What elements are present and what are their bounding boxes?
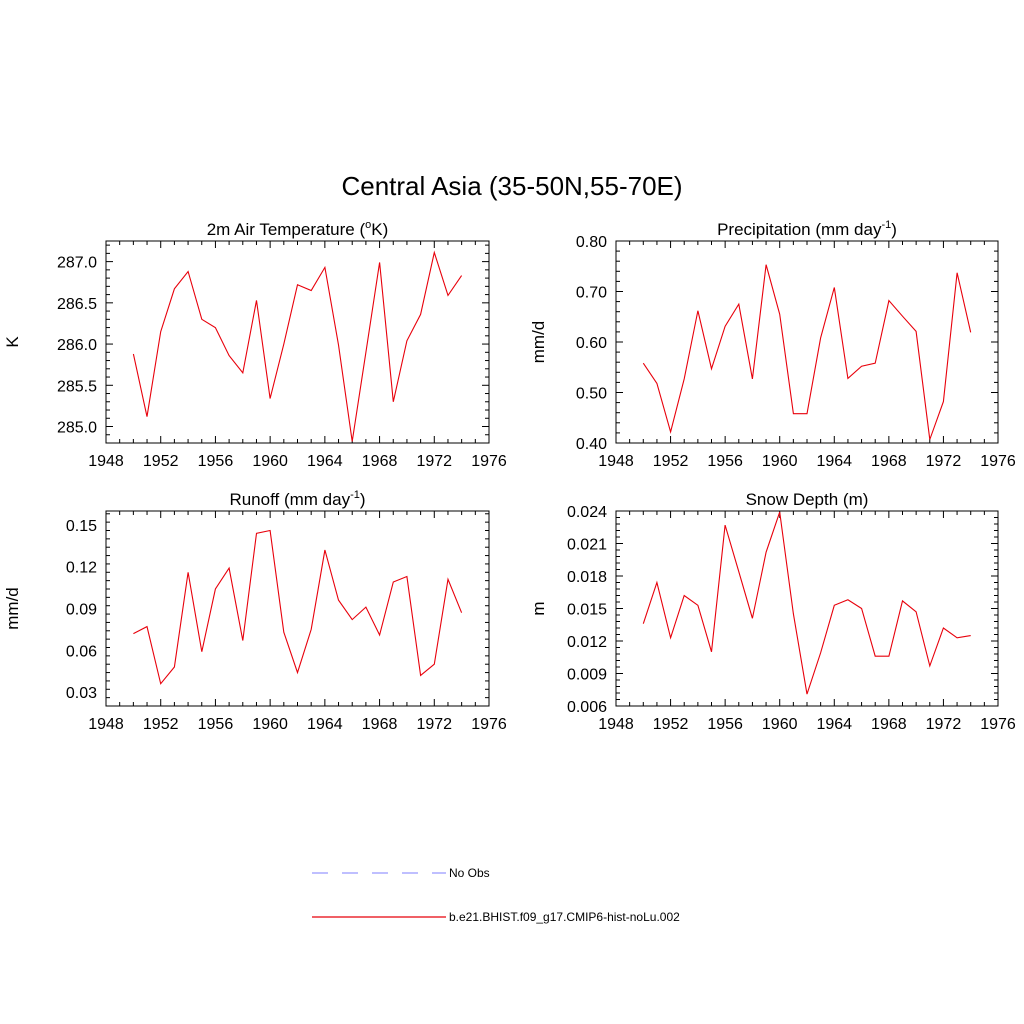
panel-precipitation: Precipitation (mm day-1) 1948 1952 1956 1960… <box>529 219 1016 470</box>
y-tick-label: 0.024 <box>567 504 607 521</box>
panel-title-runoff: Runoff (mm day-1) <box>229 489 365 509</box>
x-tick-label: 1976 <box>471 453 507 470</box>
x-tick-label: 1972 <box>416 453 452 470</box>
y-axis-label-snow-depth: m <box>529 601 548 615</box>
y-axis-label-precipitation: mm/d <box>529 321 548 364</box>
series-line-temperature <box>132 250 463 442</box>
x-tick-label: 1964 <box>816 453 852 470</box>
y-axis-label-temperature: K <box>3 336 22 348</box>
x-tick-label: 1956 <box>198 453 234 470</box>
y-tick-label: 0.018 <box>567 569 607 586</box>
x-tick-label: 1972 <box>926 716 962 733</box>
y-tick-label: 0.09 <box>66 602 97 619</box>
x-tick-label: 1964 <box>816 716 852 733</box>
x-tick-label: 1964 <box>307 453 343 470</box>
y-tick-label: 0.80 <box>576 234 607 251</box>
series-line-precipitation <box>642 264 972 440</box>
x-tick-label: 1952 <box>653 716 689 733</box>
y-tick-label: 0.15 <box>66 518 97 535</box>
x-tick-label: 1976 <box>980 453 1016 470</box>
panel-title-precipitation: Precipitation (mm day-1) <box>717 219 897 239</box>
y-tick-label: 0.021 <box>567 537 607 554</box>
y-tick-label: 0.06 <box>66 643 97 660</box>
y-tick-label: 0.009 <box>567 667 607 684</box>
x-tick-label: 1968 <box>871 716 907 733</box>
plot-frame-runoff <box>105 510 490 707</box>
y-tick-label: 287.0 <box>57 255 97 272</box>
x-tick-label: 1948 <box>598 453 634 470</box>
y-tick-label: 0.40 <box>576 436 607 453</box>
x-tick-label: 1972 <box>416 716 452 733</box>
x-tick-label: 1952 <box>653 453 689 470</box>
panels: 2m Air Temperature (oK) 1948 1952 1956 1960 1… <box>3 219 1016 733</box>
panel-title-temperature: 2m Air Temperature (oK) <box>207 219 389 239</box>
x-tick-label: 1952 <box>143 716 179 733</box>
y-tick-label: 0.012 <box>567 634 607 651</box>
y-tick-label: 0.006 <box>567 699 607 716</box>
panel-temperature: 2m Air Temperature (oK) 1948 1952 1956 1960 1… <box>3 219 507 470</box>
x-tick-label: 1948 <box>88 453 124 470</box>
legend-obs-label: No Obs <box>449 866 490 880</box>
x-tick-label: 1968 <box>871 453 907 470</box>
x-tick-label: 1952 <box>143 453 179 470</box>
series-line-runoff <box>133 529 463 685</box>
y-tick-label: 0.03 <box>66 685 97 702</box>
y-tick-label: 285.5 <box>57 378 97 395</box>
y-tick-label: 286.0 <box>57 337 97 354</box>
main-title: Central Asia (35-50N,55-70E) <box>341 171 682 201</box>
x-tick-label: 1948 <box>598 716 634 733</box>
x-tick-label: 1976 <box>471 716 507 733</box>
x-tick-label: 1948 <box>88 716 124 733</box>
x-tick-label: 1960 <box>252 716 288 733</box>
panel-runoff: Runoff (mm day-1) 1948 1952 1956 1960 1964 196… <box>3 489 507 733</box>
x-tick-label: 1960 <box>762 716 798 733</box>
x-tick-label: 1968 <box>362 453 398 470</box>
x-tick-label: 1972 <box>926 453 962 470</box>
legend: No Obs b.e21.BHIST.f09_g17.CMIP6-hist-no… <box>312 866 680 924</box>
x-tick-label: 1960 <box>762 453 798 470</box>
x-tick-label: 1968 <box>362 716 398 733</box>
y-tick-label: 285.0 <box>57 420 97 437</box>
plot-frame-snow-depth <box>615 510 999 707</box>
x-tick-label: 1960 <box>252 453 288 470</box>
x-tick-label: 1956 <box>707 453 743 470</box>
legend-model-label: b.e21.BHIST.f09_g17.CMIP6-hist-noLu.002 <box>449 910 680 924</box>
x-tick-label: 1956 <box>707 716 743 733</box>
y-tick-label: 0.70 <box>576 285 607 302</box>
y-tick-label: 0.60 <box>576 335 607 352</box>
y-tick-label: 0.12 <box>66 560 97 577</box>
panel-title-snow-depth: Snow Depth (m) <box>746 490 869 509</box>
y-axis-label-runoff: mm/d <box>3 587 22 630</box>
series-line-snow-depth <box>642 511 971 695</box>
plot-frame-temperature <box>105 240 490 444</box>
x-tick-label: 1976 <box>980 716 1016 733</box>
y-tick-label: 0.50 <box>576 386 607 403</box>
y-tick-label: 0.015 <box>567 602 607 619</box>
x-tick-label: 1964 <box>307 716 343 733</box>
x-tick-label: 1956 <box>198 716 234 733</box>
panel-snow-depth: Snow Depth (m) 1948 1952 1956 1960 1964 1968 19… <box>529 490 1016 733</box>
y-tick-label: 286.5 <box>57 296 97 313</box>
